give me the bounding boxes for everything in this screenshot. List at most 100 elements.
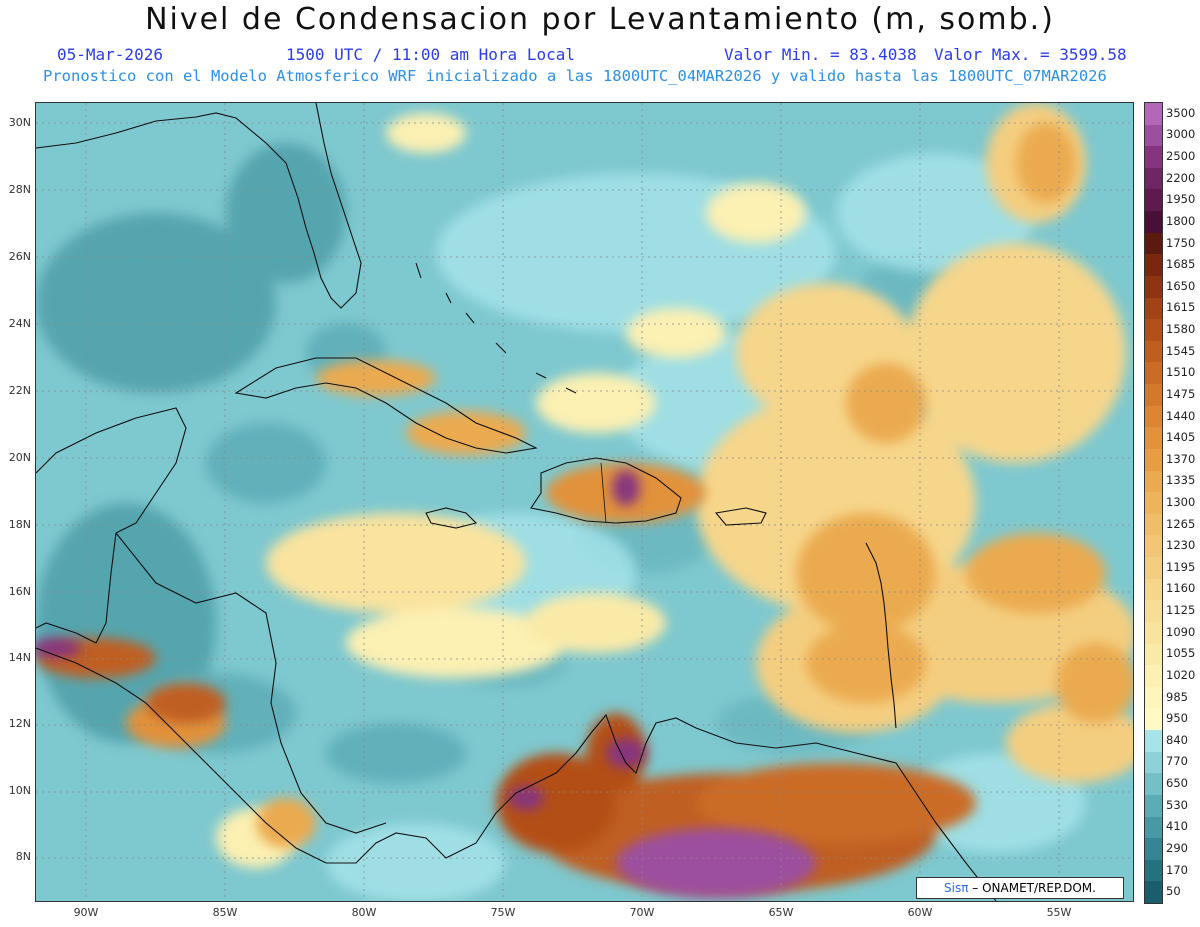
colorbar-label: 1440 [1166, 408, 1196, 423]
colorbar-label: 1545 [1166, 343, 1196, 358]
colorbar-label: 2200 [1166, 170, 1196, 185]
coastlines [36, 103, 997, 901]
colorbar-label: 770 [1166, 754, 1188, 769]
colorbar-cell [1145, 362, 1162, 385]
colorbar-label: 1685 [1166, 257, 1196, 272]
colorbar-label: 1510 [1166, 365, 1196, 380]
map-field [36, 103, 1133, 901]
sispi-logo: Sisπ [944, 881, 969, 895]
colorbar-cell [1145, 816, 1162, 839]
colorbar-label: 1950 [1166, 192, 1196, 207]
colorbar-label: 1650 [1166, 278, 1196, 293]
colorbar-cell [1145, 600, 1162, 623]
colorbar-cell [1145, 751, 1162, 774]
lon-label: 90W [73, 906, 99, 919]
colorbar-label: 1055 [1166, 646, 1196, 661]
credit-org: – ONAMET/REP.DOM. [972, 881, 1096, 895]
colorbar-label: 1265 [1166, 516, 1196, 531]
lon-label: 55W [1046, 906, 1072, 919]
colorbar-cell [1145, 730, 1162, 753]
colorbar-cell [1145, 297, 1162, 320]
colorbar-cell [1145, 146, 1162, 169]
forecast-date: 05-Mar-2026 [57, 45, 163, 64]
colorbar-cell [1145, 621, 1162, 645]
colorbar-cell [1145, 211, 1162, 234]
colorbar-cell [1145, 384, 1162, 407]
colorbar-cell [1145, 124, 1162, 147]
colorbar-label: 650 [1166, 776, 1188, 791]
colorbar-label: 290 [1166, 840, 1188, 855]
lon-label: 65W [768, 906, 794, 919]
value-max: Valor Max. = 3599.58 [934, 45, 1127, 64]
lat-label: 10N [8, 784, 31, 797]
colorbar-cell [1145, 665, 1162, 688]
colorbar-cell [1145, 492, 1162, 515]
colorbar-label: 170 [1166, 862, 1188, 877]
lon-label: 85W [212, 906, 238, 919]
colorbar-cell [1145, 881, 1162, 904]
model-info: Pronostico con el Modelo Atmosferico WRF… [43, 67, 1107, 85]
lat-label: 28N [8, 183, 31, 196]
colorbar-label: 1405 [1166, 430, 1196, 445]
colorbar-cell [1145, 340, 1162, 363]
colorbar-label: 985 [1166, 689, 1188, 704]
lon-label: 70W [629, 906, 655, 919]
colorbar-label: 950 [1166, 711, 1188, 726]
lat-label: 14N [8, 651, 31, 664]
lon-label: 80W [351, 906, 377, 919]
lon-label: 60W [907, 906, 933, 919]
colorbar-cell [1145, 773, 1162, 796]
colorbar-label: 530 [1166, 797, 1188, 812]
lat-label: 26N [8, 250, 31, 263]
colorbar-label: 2500 [1166, 149, 1196, 164]
colorbar-label: 1370 [1166, 451, 1196, 466]
colorbar-label: 1335 [1166, 473, 1196, 488]
colorbar-label: 1195 [1166, 559, 1196, 574]
colorbar-label: 1230 [1166, 538, 1196, 553]
colorbar-cell [1145, 254, 1162, 277]
credit-box: Sisπ – ONAMET/REP.DOM. [916, 877, 1124, 899]
lat-label: 22N [8, 384, 31, 397]
colorbar-label: 1090 [1166, 624, 1196, 639]
lcl-map [35, 102, 1134, 902]
map-title: Nivel de Condensacion por Levantamiento … [145, 2, 1055, 37]
colorbar-cell [1145, 448, 1162, 472]
colorbar-cell [1145, 427, 1162, 450]
colorbar-cell [1145, 643, 1162, 666]
colorbar-cell [1145, 708, 1162, 731]
colorbar-label: 3000 [1166, 127, 1196, 142]
colorbar-label: 1800 [1166, 213, 1196, 228]
colorbar [1144, 102, 1163, 904]
colorbar-label: 50 [1166, 884, 1181, 899]
colorbar-cell [1145, 405, 1162, 428]
lat-label: 8N [15, 850, 31, 863]
lat-label: 18N [8, 518, 31, 531]
colorbar-cell [1145, 686, 1162, 709]
lon-label: 75W [490, 906, 516, 919]
colorbar-label: 1125 [1166, 603, 1196, 618]
colorbar-label: 3500 [1166, 105, 1196, 120]
colorbar-cell [1145, 859, 1162, 882]
colorbar-cell [1145, 838, 1162, 861]
colorbar-cell [1145, 275, 1162, 299]
colorbar-label: 1750 [1166, 235, 1196, 250]
colorbar-cell [1145, 470, 1162, 493]
lat-label: 12N [8, 717, 31, 730]
lat-label: 24N [8, 317, 31, 330]
colorbar-cell [1145, 232, 1162, 255]
colorbar-label: 1300 [1166, 495, 1196, 509]
colorbar-cell [1145, 557, 1162, 580]
lat-label: 16N [8, 585, 31, 598]
colorbar-label: 1615 [1166, 300, 1196, 315]
forecast-time: 1500 UTC / 11:00 am Hora Local [286, 45, 575, 64]
colorbar-label: 840 [1166, 732, 1188, 747]
colorbar-cell [1145, 103, 1162, 126]
colorbar-label: 1020 [1166, 667, 1196, 682]
colorbar-cell [1145, 535, 1162, 558]
colorbar-label: 1160 [1166, 581, 1196, 596]
colorbar-cell [1145, 513, 1162, 536]
colorbar-label: 410 [1166, 819, 1188, 834]
colorbar-label: 1580 [1166, 322, 1196, 337]
colorbar-label: 1475 [1166, 386, 1196, 401]
value-min: Valor Min. = 83.4038 [724, 45, 917, 64]
